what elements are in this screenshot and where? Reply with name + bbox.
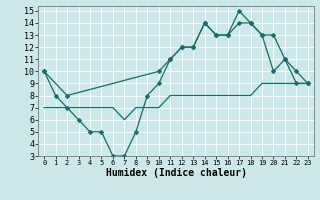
X-axis label: Humidex (Indice chaleur): Humidex (Indice chaleur) [106, 168, 246, 178]
